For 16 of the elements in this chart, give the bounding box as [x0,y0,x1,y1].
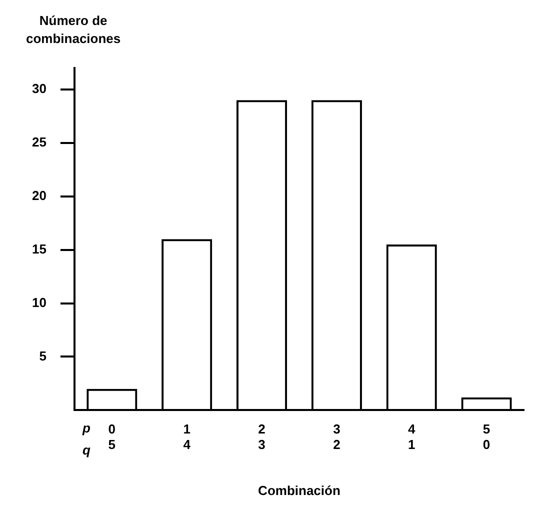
y-axis-title: Número de combinaciones [26,12,121,48]
y-tick-label: 10 [32,294,46,310]
y-tick-label: 25 [32,134,46,150]
y-tick-label: 5 [39,348,46,364]
x-tick-label: 0 5 [108,422,116,452]
x-tick-label: 5 0 [482,422,490,452]
text: p [81,420,90,436]
x-tick-label: 3 2 [333,422,340,452]
x-tick-label: 2 3 [258,422,266,452]
y-tick-label: 30 [32,80,46,96]
text: q [82,442,90,458]
x-tick-label: 4 1 [408,422,416,452]
y-tick-label: 15 [32,241,46,256]
x-tick-label: 1 4 [183,422,192,452]
y-tick-label: 20 [32,188,46,203]
x-axis-title: Combinación [258,482,340,498]
